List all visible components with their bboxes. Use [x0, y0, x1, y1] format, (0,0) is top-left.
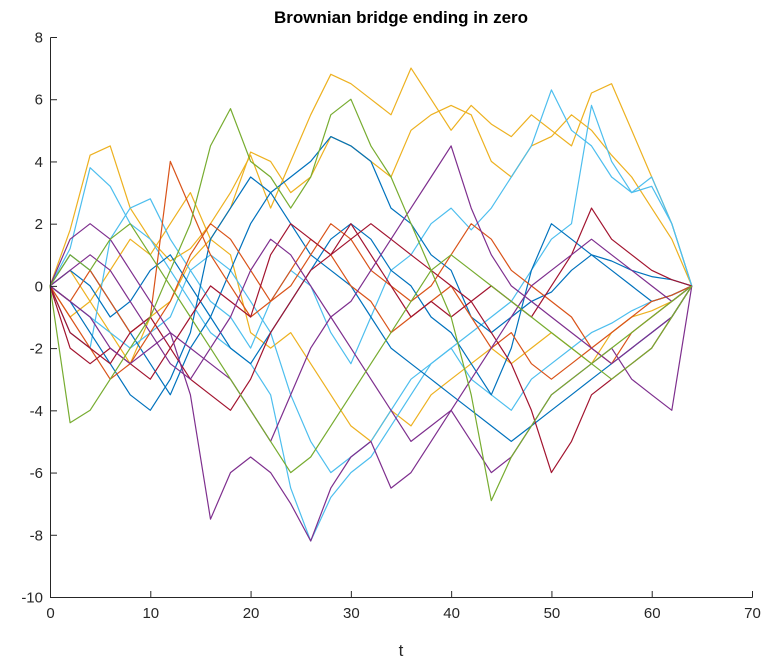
series-layer	[49, 67, 693, 542]
x-tick-label: 30	[343, 605, 360, 622]
x-tick-label: 60	[644, 605, 661, 622]
y-tick-label: -10	[21, 590, 43, 607]
y-tick-label: -6	[30, 465, 43, 482]
chart-title: Brownian bridge ending in zero	[274, 8, 528, 27]
x-tick-label: 40	[443, 605, 460, 622]
axes	[50, 37, 753, 598]
series-line-2	[49, 104, 693, 318]
series-line-1	[49, 67, 693, 287]
y-tick-label: 4	[35, 154, 43, 171]
series-line-18	[49, 223, 693, 474]
x-tick-label: 10	[142, 605, 159, 622]
x-axis-label: t	[399, 641, 404, 660]
series-line-13	[49, 223, 693, 474]
x-axis-ticks: 0 10 20 30 40 50 60 70	[46, 591, 761, 622]
y-tick-label: 2	[35, 216, 43, 233]
axis-frame	[50, 37, 753, 598]
y-tick-label: -8	[30, 527, 43, 544]
series-line-17	[49, 98, 693, 502]
y-axis-ticks: -10 -8 -6 -4 -2 0 2 4 6 8	[21, 30, 57, 607]
x-tick-label: 70	[744, 605, 761, 622]
y-tick-label: 6	[35, 92, 43, 109]
series-line-12	[49, 207, 692, 380]
y-tick-label: 0	[35, 278, 43, 295]
y-tick-label: -2	[30, 341, 43, 358]
series-line-8	[49, 176, 693, 442]
y-tick-label: 8	[35, 30, 43, 47]
x-tick-label: 0	[46, 605, 54, 622]
x-tick-label: 50	[544, 605, 561, 622]
series-line-6	[49, 104, 693, 474]
y-tick-label: -4	[30, 403, 43, 420]
series-line-7	[49, 136, 692, 396]
series-line-16	[49, 145, 693, 442]
x-tick-label: 20	[243, 605, 260, 622]
